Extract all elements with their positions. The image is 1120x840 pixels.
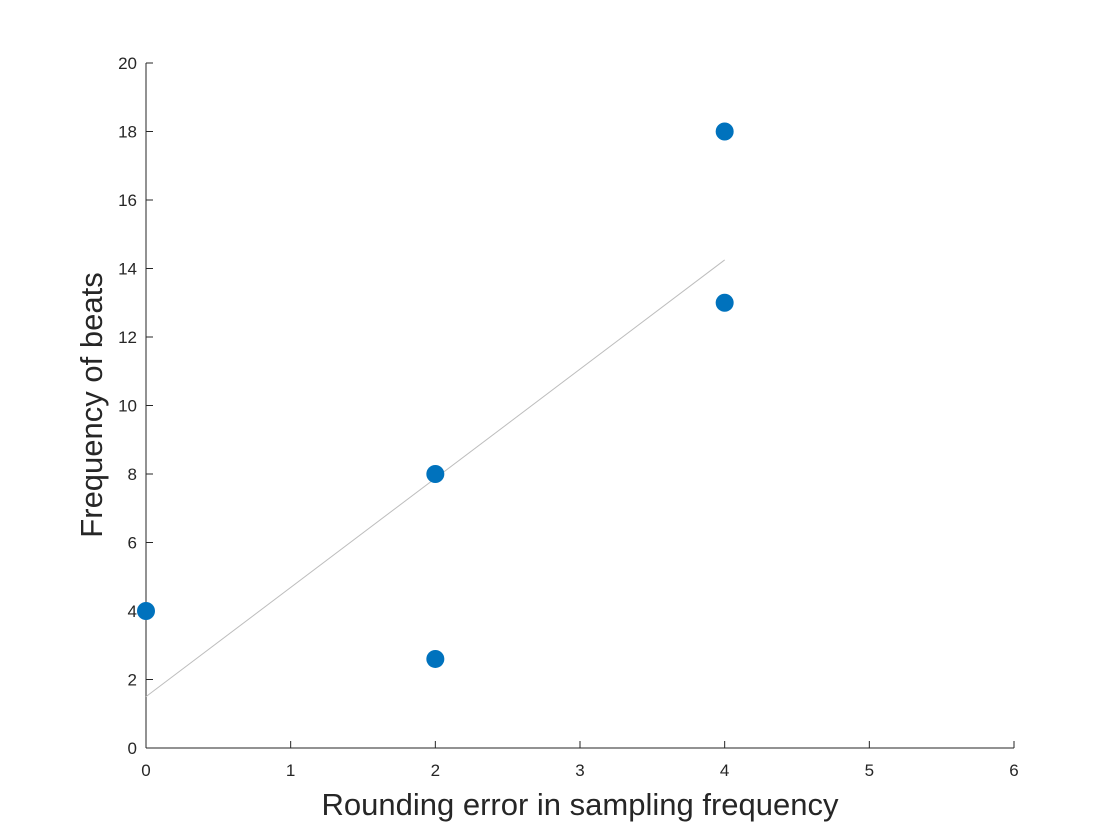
data-point (137, 602, 155, 620)
y-tick-label: 16 (118, 191, 137, 210)
x-tick-label: 2 (431, 761, 440, 780)
y-tick-label: 8 (128, 465, 137, 484)
data-point (426, 465, 445, 483)
y-tick-label: 4 (128, 602, 137, 621)
y-tick-label: 12 (118, 328, 137, 347)
data-points (137, 122, 734, 668)
data-point (715, 122, 734, 141)
y-tick-label: 2 (128, 671, 137, 690)
y-axis-title: Frequency of beats (74, 272, 109, 537)
y-axis: 0 2 4 6 8 10 12 14 16 18 20 (118, 54, 153, 758)
x-tick-label: 1 (286, 761, 295, 780)
y-tick-label: 18 (118, 123, 137, 142)
y-tick-label: 0 (128, 739, 137, 758)
data-point (426, 649, 445, 668)
x-axis-title: Rounding error in sampling frequency (322, 787, 839, 822)
x-tick-label: 5 (865, 761, 874, 780)
y-tick-label: 6 (128, 534, 137, 553)
x-tick-label: 4 (720, 761, 729, 780)
x-tick-label: 6 (1009, 761, 1018, 780)
data-point (715, 293, 734, 312)
x-axis: 0 1 2 3 4 5 6 (141, 741, 1019, 780)
x-tick-label: 3 (575, 761, 584, 780)
y-tick-label: 14 (118, 260, 137, 279)
x-tick-label: 0 (141, 761, 150, 780)
y-tick-label: 20 (118, 54, 137, 73)
y-tick-label: 10 (118, 397, 137, 416)
